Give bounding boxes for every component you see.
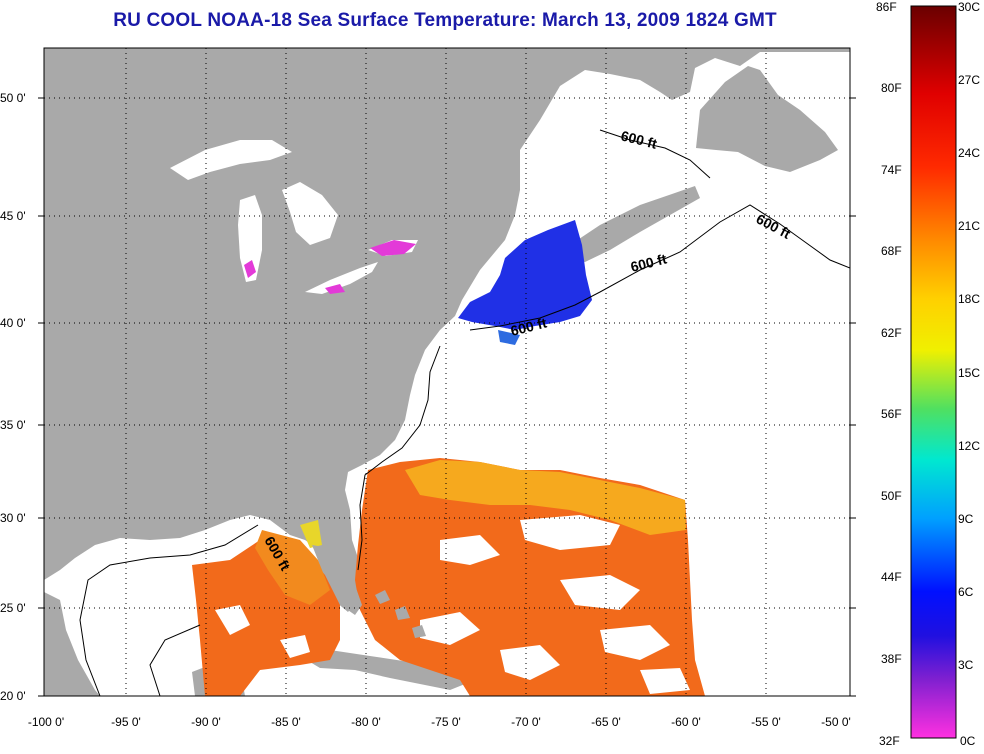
isobath-600ft-gulf xyxy=(79,524,259,696)
lon-label: -95 0' xyxy=(111,715,141,729)
gulf-st-lawrence xyxy=(555,88,690,178)
lon-label: -55 0' xyxy=(751,715,781,729)
land-cuba xyxy=(300,650,470,690)
sst-pink-lake-michigan xyxy=(244,260,256,278)
lake-huron xyxy=(282,182,338,245)
colorbar-f-label: 62F xyxy=(881,326,902,340)
colorbar-f-label: 38F xyxy=(881,652,902,666)
colorbar-f-label: 86F xyxy=(876,0,897,14)
lon-label: -85 0' xyxy=(271,715,301,729)
colorbar-f-label: 56F xyxy=(881,407,902,421)
colorbar xyxy=(910,5,957,739)
isobath-600ft-gulf-inner xyxy=(149,624,201,696)
lat-label: 20 0' xyxy=(0,689,26,703)
colorbar-f-label: 32F xyxy=(879,734,900,748)
isobath-600ft-atlantic xyxy=(357,345,441,571)
land-newfoundland xyxy=(696,66,838,172)
lat-label: 40 0' xyxy=(0,316,26,330)
lake-superior xyxy=(170,140,292,180)
chart-title: RU COOL NOAA-18 Sea Surface Temperature:… xyxy=(113,10,777,31)
colorbar-f-label: 74F xyxy=(881,163,902,177)
colorbar-f-label: 80F xyxy=(881,81,902,95)
colorbar-c-label: 24C xyxy=(958,146,981,160)
lon-label: -50 0' xyxy=(821,715,851,729)
land-mexico xyxy=(44,592,100,696)
colorbar-f-label: 68F xyxy=(881,244,902,258)
colorbar-c-label: 12C xyxy=(958,439,981,453)
lon-label: -90 0' xyxy=(191,715,221,729)
lon-label: -65 0' xyxy=(591,715,621,729)
colorbar-c-label: 15C xyxy=(958,366,981,380)
isobath-600ft-north xyxy=(469,204,850,331)
colorbar-f-label: 44F xyxy=(881,570,902,584)
cloud-gaps xyxy=(215,515,690,694)
sst-pink-small xyxy=(325,284,345,294)
colorbar-f-label: 50F xyxy=(881,489,902,503)
lat-label: 30 0' xyxy=(0,511,26,525)
colorbar-c-label: 3C xyxy=(958,658,974,672)
sst-yellow-patch xyxy=(300,520,322,548)
grid xyxy=(44,48,850,696)
lake-michigan xyxy=(238,195,262,282)
lon-label: -60 0' xyxy=(671,715,701,729)
isobath-600ft-labrador xyxy=(599,129,711,179)
land-nova-scotia xyxy=(570,186,700,262)
lon-label: -100 0' xyxy=(28,715,64,729)
lat-label: 50 0' xyxy=(0,91,26,105)
lat-label: 35 0' xyxy=(0,418,26,432)
lat-label: 25 0' xyxy=(0,601,26,615)
sst-yellow-orange-band xyxy=(405,460,686,535)
sst-cold-spot xyxy=(498,330,520,345)
sst-pink-lake-erie xyxy=(370,240,416,256)
sst-cold-gulf-of-maine xyxy=(458,220,592,330)
colorbar-c-label: 9C xyxy=(958,512,974,526)
lon-label: -80 0' xyxy=(351,715,381,729)
land-bahamas xyxy=(375,590,426,638)
colorbar-c-label: 30C xyxy=(958,0,981,14)
colorbar-c-label: 6C xyxy=(958,585,974,599)
land-north-america xyxy=(44,48,850,612)
lon-label: -70 0' xyxy=(511,715,541,729)
sst-orange-gulf xyxy=(255,530,330,605)
colorbar-c-label: 21C xyxy=(958,219,981,233)
lon-label: -75 0' xyxy=(431,715,461,729)
lake-erie xyxy=(305,262,378,294)
colorbar-c-label: 27C xyxy=(958,73,981,87)
axis-ticks xyxy=(38,97,856,697)
colorbar-c-label: 18C xyxy=(958,292,981,306)
colorbar-c-label: 0C xyxy=(960,734,976,748)
lat-label: 45 0' xyxy=(0,209,26,223)
land-florida xyxy=(312,545,362,615)
